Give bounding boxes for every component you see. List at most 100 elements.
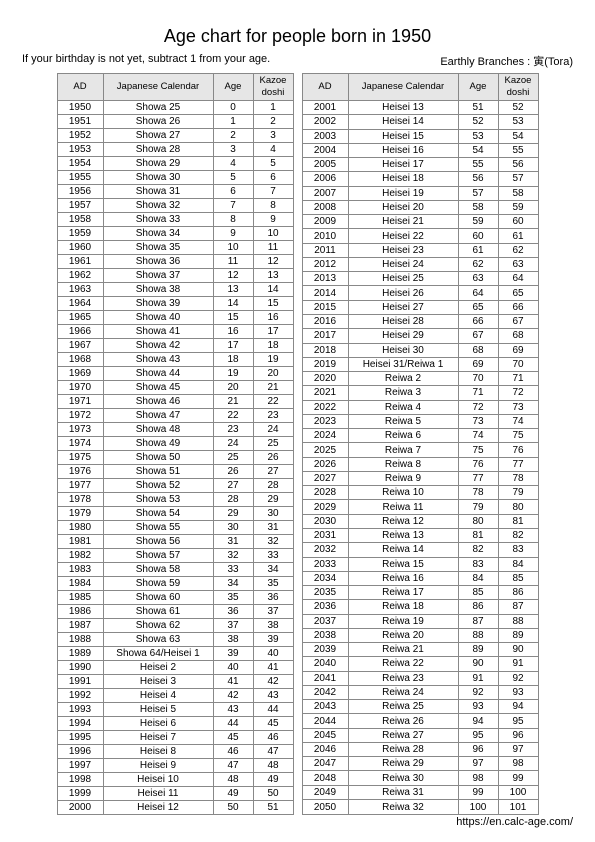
cell-kz: 24: [253, 423, 293, 437]
cell-age: 73: [458, 414, 498, 428]
cell-ad: 2025: [302, 443, 348, 457]
cell-jc: Showa 53: [103, 493, 213, 507]
cell-ad: 1954: [57, 157, 103, 171]
cell-kz: 56: [498, 158, 538, 172]
cell-kz: 44: [253, 703, 293, 717]
cell-age: 53: [458, 129, 498, 143]
cell-ad: 1953: [57, 143, 103, 157]
cell-age: 1: [213, 115, 253, 129]
cell-jc: Heisei 22: [348, 229, 458, 243]
cell-age: 8: [213, 213, 253, 227]
table-row: 2014Heisei 266465: [302, 286, 538, 300]
cell-age: 85: [458, 586, 498, 600]
cell-age: 84: [458, 571, 498, 585]
cell-jc: Heisei 2: [103, 661, 213, 675]
table-row: 1989Showa 64/Heisei 13940: [57, 647, 293, 661]
cell-age: 42: [213, 689, 253, 703]
cell-age: 49: [213, 787, 253, 801]
table-row: 2011Heisei 236162: [302, 243, 538, 257]
cell-ad: 1981: [57, 535, 103, 549]
cell-kz: 43: [253, 689, 293, 703]
cell-ad: 1956: [57, 185, 103, 199]
cell-age: 36: [213, 605, 253, 619]
cell-kz: 92: [498, 671, 538, 685]
cell-kz: 64: [498, 272, 538, 286]
cell-age: 39: [213, 647, 253, 661]
cell-jc: Showa 40: [103, 311, 213, 325]
cell-age: 9: [213, 227, 253, 241]
cell-ad: 1960: [57, 241, 103, 255]
cell-jc: Heisei 25: [348, 272, 458, 286]
table-row: 2022Reiwa 47273: [302, 400, 538, 414]
cell-kz: 96: [498, 728, 538, 742]
table-row: 2005Heisei 175556: [302, 158, 538, 172]
cell-jc: Showa 28: [103, 143, 213, 157]
cell-kz: 15: [253, 297, 293, 311]
cell-age: 4: [213, 157, 253, 171]
table-row: 1976Showa 512627: [57, 465, 293, 479]
cell-kz: 12: [253, 255, 293, 269]
cell-ad: 2035: [302, 586, 348, 600]
cell-age: 23: [213, 423, 253, 437]
cell-jc: Showa 43: [103, 353, 213, 367]
cell-jc: Showa 57: [103, 549, 213, 563]
subtitle-left: If your birthday is not yet, subtract 1 …: [22, 53, 270, 69]
cell-ad: 2046: [302, 742, 348, 756]
cell-jc: Reiwa 19: [348, 614, 458, 628]
table-row: 2001Heisei 135152: [302, 101, 538, 115]
cell-kz: 39: [253, 633, 293, 647]
table-row: 2050Reiwa 32100101: [302, 800, 538, 815]
cell-ad: 2030: [302, 514, 348, 528]
tables-wrapper: AD Japanese Calendar Age Kazoedoshi 1950…: [22, 73, 573, 815]
table-row: 1954Showa 2945: [57, 157, 293, 171]
cell-ad: 2000: [57, 801, 103, 815]
table-row: 2047Reiwa 299798: [302, 757, 538, 771]
cell-ad: 2015: [302, 300, 348, 314]
table-row: 1960Showa 351011: [57, 241, 293, 255]
table-row: 1964Showa 391415: [57, 297, 293, 311]
cell-kz: 94: [498, 700, 538, 714]
cell-kz: 63: [498, 257, 538, 271]
cell-ad: 1976: [57, 465, 103, 479]
table-row: 2026Reiwa 87677: [302, 457, 538, 471]
cell-kz: 23: [253, 409, 293, 423]
cell-kz: 57: [498, 172, 538, 186]
table-row: 1980Showa 553031: [57, 521, 293, 535]
cell-age: 7: [213, 199, 253, 213]
cell-ad: 2011: [302, 243, 348, 257]
cell-ad: 2033: [302, 557, 348, 571]
cell-kz: 47: [253, 745, 293, 759]
cell-age: 79: [458, 500, 498, 514]
cell-age: 52: [458, 115, 498, 129]
cell-jc: Heisei 20: [348, 200, 458, 214]
cell-kz: 59: [498, 200, 538, 214]
cell-kz: 5: [253, 157, 293, 171]
cell-age: 31: [213, 535, 253, 549]
cell-age: 93: [458, 700, 498, 714]
cell-jc: Showa 61: [103, 605, 213, 619]
table-row: 1975Showa 502526: [57, 451, 293, 465]
cell-jc: Showa 60: [103, 591, 213, 605]
cell-kz: 78: [498, 471, 538, 485]
table-row: 2016Heisei 286667: [302, 314, 538, 328]
table-row: 1950Showa 2501: [57, 101, 293, 115]
cell-age: 41: [213, 675, 253, 689]
cell-ad: 2020: [302, 372, 348, 386]
cell-jc: Reiwa 6: [348, 429, 458, 443]
table-row: 2042Reiwa 249293: [302, 685, 538, 699]
cell-age: 99: [458, 785, 498, 799]
cell-kz: 97: [498, 742, 538, 756]
cell-jc: Reiwa 30: [348, 771, 458, 785]
cell-ad: 2028: [302, 486, 348, 500]
col-ad: AD: [302, 74, 348, 101]
cell-age: 61: [458, 243, 498, 257]
cell-ad: 2022: [302, 400, 348, 414]
cell-ad: 1968: [57, 353, 103, 367]
table-row: 1987Showa 623738: [57, 619, 293, 633]
cell-age: 30: [213, 521, 253, 535]
cell-jc: Reiwa 16: [348, 571, 458, 585]
cell-ad: 2021: [302, 386, 348, 400]
cell-age: 65: [458, 300, 498, 314]
table-row: 2003Heisei 155354: [302, 129, 538, 143]
cell-jc: Heisei 31/Reiwa 1: [348, 357, 458, 371]
